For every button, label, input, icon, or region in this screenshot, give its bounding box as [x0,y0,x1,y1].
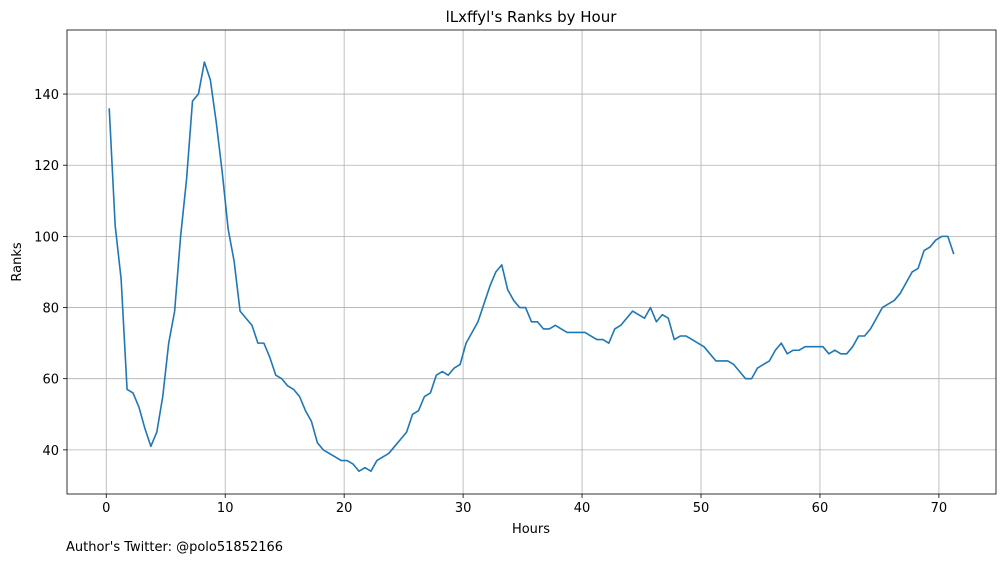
x-tick-label: 30 [455,501,472,516]
y-axis-label: Ranks [10,242,25,281]
y-tick-label: 100 [34,230,59,245]
plot [108,61,955,473]
x-tick-label: 50 [693,501,710,516]
x-tick-label: 10 [217,501,234,516]
axes-frame [66,29,997,495]
x-tick-label: 60 [812,501,829,516]
footnote: Author's Twitter: @polo51852166 [66,540,283,555]
x-tick-label: 70 [931,501,948,516]
y-tick-label: 40 [42,444,59,459]
y-tick-label: 140 [34,88,59,103]
y-tick-label: 60 [42,373,59,388]
x-tick-label: 0 [102,501,110,516]
y-tick-label: 120 [34,159,59,174]
x-axis-label: Hours [512,522,550,537]
grid [67,30,996,494]
x-tick-label: 20 [336,501,353,516]
x-tick-label: 40 [574,501,591,516]
chart-title: lLxffyl's Ranks by Hour [446,8,618,26]
y-tick-label: 80 [42,302,59,317]
line-series [108,61,955,473]
